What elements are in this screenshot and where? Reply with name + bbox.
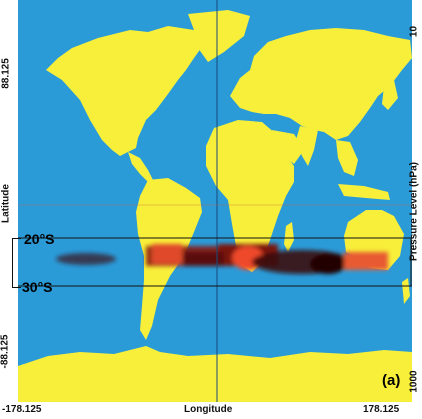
heat-blob: [56, 253, 116, 265]
x-max-label: 178.125: [363, 404, 400, 415]
heat-blob: [344, 252, 388, 270]
y-min-label: -88.125: [0, 334, 11, 369]
land-central-america: [128, 152, 154, 184]
world-map: 20°S 30°S (a): [18, 0, 412, 402]
land-new-zealand: [402, 278, 410, 304]
panel-label: (a): [382, 372, 400, 389]
right-bottom-label: 1000: [408, 370, 420, 393]
heat-blob: [152, 244, 182, 264]
right-top-label: 10: [408, 25, 420, 38]
band-south-label: 30°S: [22, 279, 53, 295]
y-max-label: 88.125: [0, 58, 12, 89]
land-north-america: [46, 26, 204, 156]
heat-blob: [184, 252, 224, 266]
land-japan: [382, 80, 398, 110]
x-axis-label: Longitude: [184, 404, 233, 415]
land-greenland: [188, 10, 250, 62]
x-min-label: -178.125: [2, 404, 42, 415]
heat-band: [56, 244, 388, 274]
band-north-label: 20°S: [24, 231, 55, 247]
land-africa: [206, 120, 294, 272]
land-masses: [18, 10, 412, 402]
land-southeast-asia: [336, 140, 358, 176]
y-axis-label: Latitude: [0, 184, 12, 223]
land-india: [296, 126, 318, 166]
land-eurasia: [230, 28, 412, 140]
land-arabia: [272, 130, 304, 164]
land-antarctica: [18, 346, 412, 402]
land-madagascar: [284, 222, 294, 252]
right-axis-label: Pressure Level (hPa): [408, 162, 420, 261]
band-bracket: [12, 238, 21, 288]
land-indonesia: [338, 184, 390, 200]
heat-blob: [310, 254, 346, 274]
